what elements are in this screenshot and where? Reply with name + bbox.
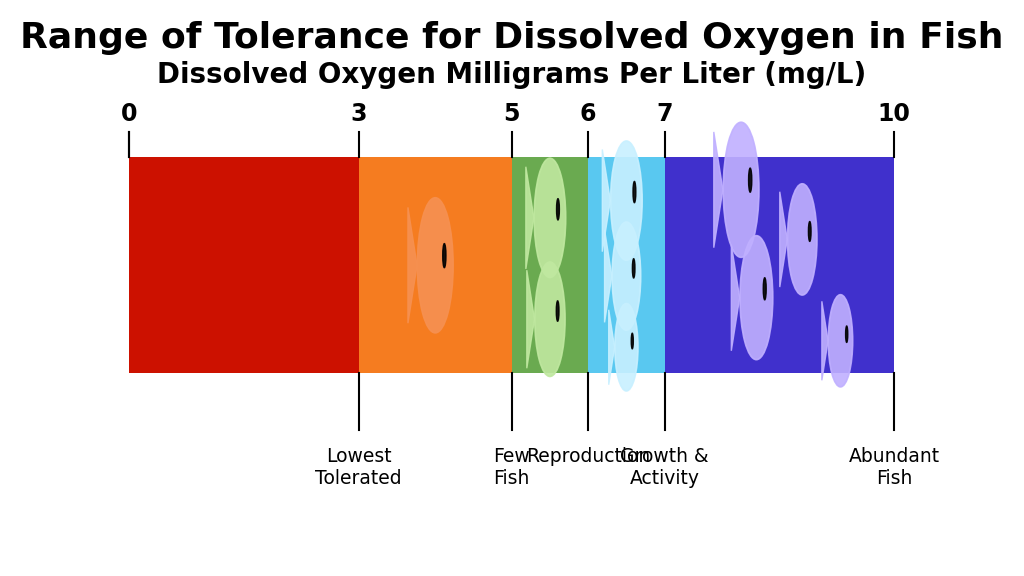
Text: 5: 5 (504, 102, 520, 126)
Polygon shape (602, 150, 610, 252)
Text: Dissolved Oxygen Milligrams Per Liter (mg/L): Dissolved Oxygen Milligrams Per Liter (m… (157, 61, 866, 89)
FancyBboxPatch shape (588, 157, 665, 373)
Circle shape (763, 278, 766, 300)
Text: Lowest
Tolerated: Lowest Tolerated (315, 447, 402, 488)
Text: Range of Tolerance for Dissolved Oxygen in Fish: Range of Tolerance for Dissolved Oxygen … (19, 21, 1004, 55)
FancyBboxPatch shape (665, 157, 894, 373)
Circle shape (633, 259, 635, 278)
Ellipse shape (418, 198, 453, 333)
Polygon shape (604, 230, 611, 323)
Polygon shape (731, 245, 739, 351)
Text: Few
Fish: Few Fish (494, 447, 530, 488)
Text: 3: 3 (350, 102, 367, 126)
Circle shape (749, 168, 752, 192)
Text: 10: 10 (878, 102, 910, 126)
Polygon shape (408, 207, 417, 323)
Text: Reproduction: Reproduction (526, 447, 650, 466)
Circle shape (442, 244, 446, 268)
Ellipse shape (612, 222, 641, 330)
Circle shape (808, 222, 811, 241)
Circle shape (556, 199, 559, 220)
Circle shape (631, 333, 633, 349)
Circle shape (846, 326, 848, 343)
Text: 7: 7 (656, 102, 673, 126)
Circle shape (556, 301, 559, 321)
Polygon shape (822, 301, 828, 380)
Ellipse shape (535, 262, 565, 377)
Polygon shape (608, 310, 614, 385)
Ellipse shape (787, 184, 817, 295)
Polygon shape (779, 192, 787, 287)
Text: Growth &
Activity: Growth & Activity (621, 447, 709, 488)
Ellipse shape (740, 236, 773, 359)
Polygon shape (526, 270, 535, 368)
Ellipse shape (614, 304, 638, 391)
FancyBboxPatch shape (512, 157, 588, 373)
FancyBboxPatch shape (129, 157, 358, 373)
Ellipse shape (610, 141, 642, 260)
Text: Abundant
Fish: Abundant Fish (849, 447, 940, 488)
Ellipse shape (828, 295, 853, 387)
Polygon shape (526, 166, 534, 269)
Ellipse shape (723, 122, 759, 257)
Ellipse shape (535, 158, 565, 278)
Polygon shape (714, 132, 723, 248)
FancyBboxPatch shape (358, 157, 512, 373)
Text: 0: 0 (121, 102, 137, 126)
Text: 6: 6 (580, 102, 596, 126)
Circle shape (633, 181, 636, 203)
